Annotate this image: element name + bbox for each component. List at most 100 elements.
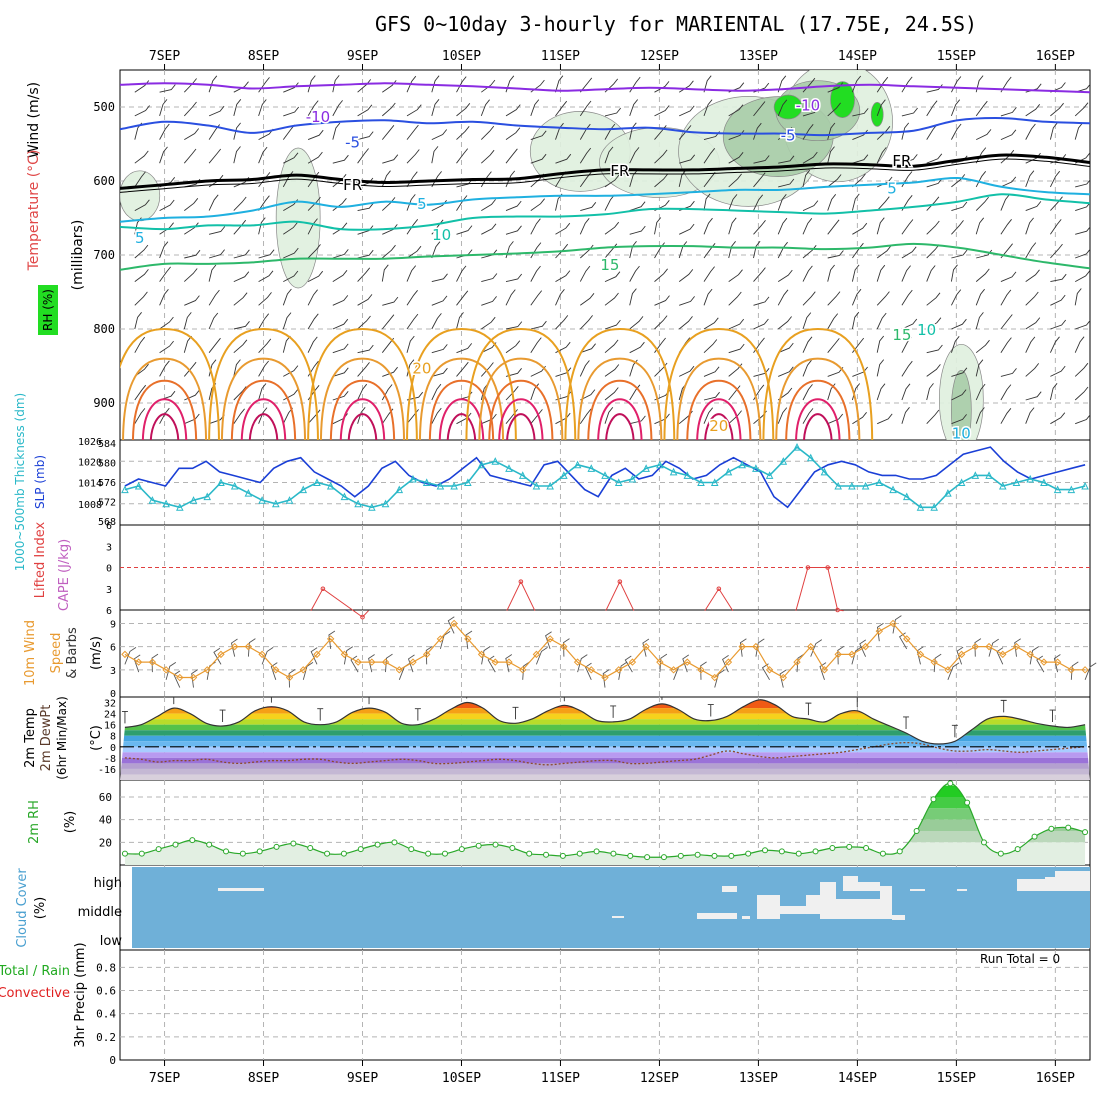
temperature-arch: [785, 379, 851, 440]
wind-marker: [669, 666, 678, 674]
wind-marker: [628, 658, 637, 666]
wind-barb: [703, 243, 716, 259]
wind-marker: [1012, 642, 1021, 651]
wind-marker: [971, 642, 980, 651]
wind-barb: [951, 414, 967, 425]
wind-barb: [876, 147, 887, 164]
surface-wind-barb: [819, 662, 827, 680]
wind-barb: [876, 383, 886, 401]
wind-barb: [208, 105, 225, 117]
wind-barb: [654, 337, 666, 353]
wind-barb: [951, 220, 964, 235]
contour-label: 5: [135, 229, 145, 247]
wind-barb: [1025, 391, 1042, 401]
wind-barb: [480, 149, 495, 164]
surface-wind-barb: [310, 647, 318, 665]
wind-marker: [738, 642, 746, 651]
wind-barb: [654, 173, 668, 188]
thickness-marker: [669, 467, 678, 476]
date-label-top: 7SEP: [149, 49, 180, 64]
wind-barb: [1025, 104, 1041, 117]
wind-marker: [573, 658, 582, 666]
wind-barb: [778, 366, 794, 377]
wind-barb: [876, 217, 885, 235]
surface-wind-barb: [288, 669, 296, 688]
axis-label-2m-rh: 2m RH: [27, 800, 42, 844]
wind-barb: [456, 290, 469, 306]
thickness-marker: [381, 499, 390, 508]
wind-barb: [357, 225, 374, 235]
contour-label: 20: [412, 359, 431, 377]
wind-barb: [332, 343, 349, 354]
wind-barb: [1025, 242, 1037, 259]
rh-marker: [492, 841, 499, 848]
wind-barb: [431, 407, 442, 424]
cloud-cell: [910, 889, 925, 891]
wind-barb: [555, 75, 564, 93]
surface-wind-barb: [956, 646, 964, 665]
wind-barb: [678, 169, 687, 187]
thickness-marker: [930, 503, 938, 511]
wind-barb: [629, 170, 638, 188]
thickness-marker: [861, 481, 870, 490]
rh-marker: [660, 854, 667, 861]
thickness-marker: [793, 442, 801, 451]
wind-marker: [326, 635, 335, 643]
wind-barb: [1074, 270, 1090, 282]
wind-barb: [258, 360, 269, 377]
wind-barb: [258, 77, 270, 93]
wind-barb: [505, 273, 523, 283]
surface-wind-barb: [755, 638, 765, 657]
thickness-marker: [614, 478, 623, 486]
wind-barb: [654, 81, 670, 93]
surface-wind-barb: [682, 654, 690, 673]
wind-marker: [834, 650, 842, 659]
wind-barb: [530, 320, 547, 330]
temp-band: [120, 735, 1090, 742]
wind-barb: [753, 296, 770, 306]
wind-barb: [901, 289, 913, 306]
date-label-bottom: 7SEP: [149, 1071, 180, 1086]
wind-barb: [678, 269, 694, 282]
surface-wind-barb: [700, 661, 707, 680]
date-label-bottom: 13SEP: [739, 1071, 778, 1086]
wind-barb: [481, 199, 496, 211]
wind-barb: [580, 343, 596, 354]
wind-barb: [283, 152, 299, 164]
wind-barb: [555, 270, 571, 282]
wind-barb: [802, 245, 817, 259]
temperature-arch: [488, 379, 554, 440]
wind-barb: [159, 146, 168, 164]
wind-barb: [703, 339, 718, 354]
wind-barb: [1000, 219, 1012, 235]
thickness-marker: [820, 467, 829, 476]
wind-barb: [381, 170, 391, 188]
wind-barb: [802, 312, 812, 330]
temp-minmax-bar: [219, 709, 226, 723]
wind-barb: [505, 321, 523, 330]
wind-barb: [307, 289, 318, 306]
contour-label: FR: [343, 176, 362, 194]
thickness-marker: [395, 485, 404, 494]
thickness-marker: [656, 460, 664, 469]
wind-barb: [357, 267, 371, 282]
wind-barb: [208, 226, 226, 235]
wind-barb: [975, 383, 986, 401]
wind-barb: [208, 249, 225, 259]
lifted-index-marker: [617, 579, 623, 584]
thickness-marker: [326, 481, 335, 490]
wind-barb: [134, 80, 150, 93]
wind-barb: [208, 337, 221, 353]
thickness-marker: [464, 478, 472, 486]
wind-barb: [233, 386, 247, 401]
wind-barb: [901, 171, 913, 188]
wind-barb: [802, 218, 813, 235]
temp-minmax-bar: [173, 697, 175, 705]
cloud-cell: [1055, 871, 1090, 891]
temp-band: [120, 713, 1090, 720]
wind-marker: [381, 658, 390, 666]
wind-barb: [283, 222, 298, 235]
temperature-arch: [465, 327, 577, 440]
wind-barb: [926, 383, 934, 401]
surface-wind-barb: [877, 622, 884, 642]
